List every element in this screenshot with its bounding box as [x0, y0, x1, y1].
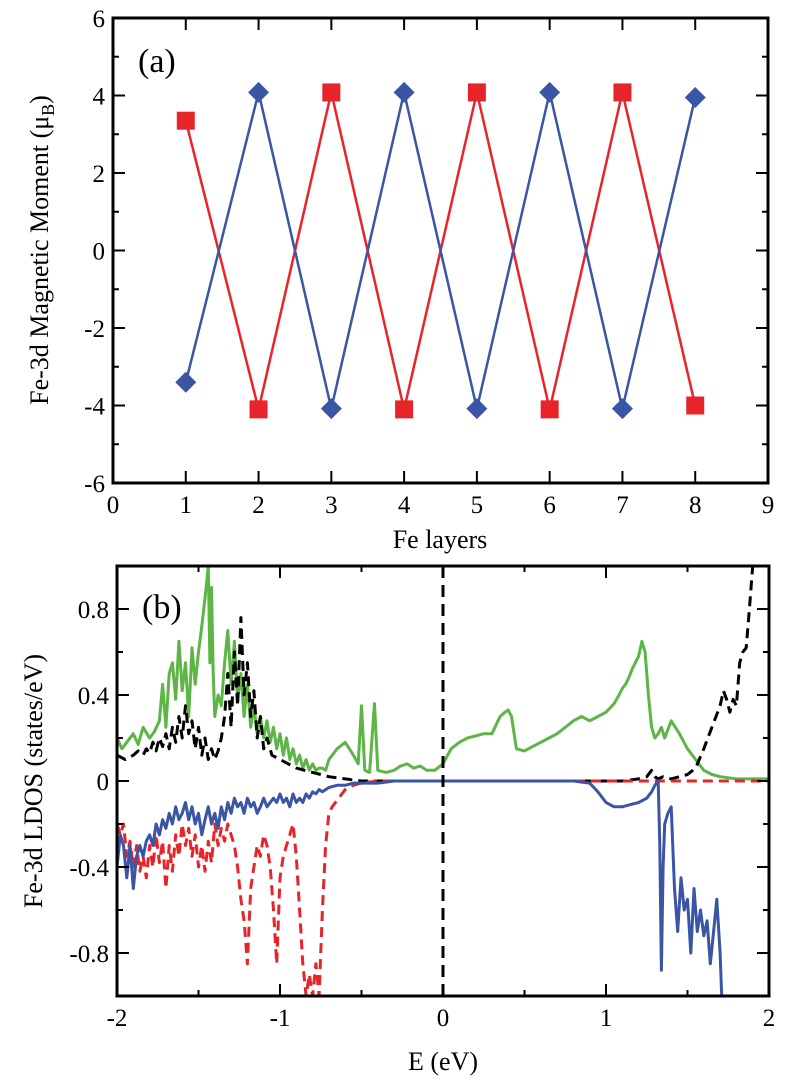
panel-a-y-axis-title-close: ): [25, 95, 54, 104]
panel-b-series: [117, 566, 769, 996]
panel-a-x-tick-label: 6: [543, 492, 556, 519]
panel-b-series-1-line: [117, 566, 755, 783]
panel-a-y-tick-label: 4: [93, 84, 106, 111]
panel-a: 0 1 2 3 4 5 6 7 8 9 -6 -4 -2 0 2 4 6 (a) Fe layers Fe-3d…: [25, 6, 774, 554]
panel-a-series-1-point: [393, 81, 415, 103]
panel-a-series-1-point: [611, 398, 633, 420]
panel-b-y-axis-title: Fe-3d LDOS (states/eV): [19, 654, 48, 908]
panel-b: -2 -1 0 1 2 -0.8 -0.4 0 0.4 0.8 (b) E (eV) Fe-3d …: [19, 564, 776, 1076]
panel-a-x-tick-label: 1: [180, 492, 193, 519]
panel-a-y-axis-title-subscript: B: [38, 104, 58, 116]
panel-b-x-tick-label: 0: [437, 1005, 450, 1032]
panel-a-y-tick-label: -4: [84, 394, 105, 421]
panel-a-label: (a): [138, 43, 176, 80]
panel-a-y-tick-label: 6: [93, 6, 106, 33]
panel-a-series-1-point: [466, 398, 488, 420]
panel-b-y-tick-label: 0.4: [78, 683, 110, 710]
panel-a-series-0-point: [686, 396, 705, 415]
panel-a-y-tick-label: 2: [93, 161, 106, 188]
panel-b-y-tick-label: 0.8: [78, 597, 109, 624]
panel-a-series-0-point: [395, 400, 414, 419]
panel-a-y-axis-title-main: Fe-3d Magnetic Moment (μ: [25, 116, 54, 405]
panel-a-x-tick-label: 9: [762, 492, 775, 519]
panel-a-series-0-point: [322, 83, 341, 102]
panel-a-x-tick-label: 8: [689, 492, 702, 519]
panel-a-series: [175, 81, 706, 420]
panel-a-x-axis-title: Fe layers: [393, 525, 488, 554]
panel-b-ticks: -2 -1 0 1 2 -0.8 -0.4 0 0.4 0.8: [69, 565, 776, 1032]
panel-a-y-axis-title: Fe-3d Magnetic Moment (μB): [25, 95, 58, 405]
panel-a-x-tick-label: 4: [398, 492, 411, 519]
panel-a-series-1-point: [539, 81, 561, 103]
panel-a-x-tick-label: 7: [616, 492, 629, 519]
panel-a-ticks: 0 1 2 3 4 5 6 7 8 9 -6 -4 -2 0 2 4 6: [84, 6, 774, 519]
panel-a-x-tick-label: 3: [325, 492, 338, 519]
panel-a-series-1-point: [684, 86, 706, 108]
panel-a-x-tick-label: 5: [471, 492, 484, 519]
panel-a-y-tick-label: 0: [93, 239, 106, 266]
panel-a-x-tick-label: 2: [252, 492, 265, 519]
panel-b-y-tick-label: 0: [97, 769, 110, 796]
panel-b-y-tick-label: -0.8: [69, 941, 109, 968]
panel-a-y-tick-label: -2: [84, 316, 105, 343]
panel-a-series-0-point: [467, 83, 486, 102]
panel-b-y-tick-label: -0.4: [69, 855, 109, 882]
panel-b-series-2-line: [117, 779, 769, 996]
panel-b-x-tick-label: 1: [600, 1005, 613, 1032]
panel-b-x-tick-label: 2: [763, 1005, 776, 1032]
panel-b-series-0-line: [117, 566, 769, 781]
panel-a-series-1-line: [184, 91, 697, 410]
panel-b-series-3-line: [117, 779, 724, 996]
panel-a-series-0-point: [176, 111, 195, 130]
panel-b-x-tick-label: -1: [270, 1005, 291, 1032]
panel-a-series-1-point: [175, 371, 197, 393]
panel-a-x-tick-label: 0: [107, 492, 120, 519]
panel-a-series-0-point: [613, 83, 632, 102]
panel-b-x-axis-title: E (eV): [408, 1047, 478, 1076]
panel-a-series-0-point: [540, 400, 559, 419]
panel-a-series-1-point: [248, 81, 270, 103]
panel-b-x-tick-label: -2: [107, 1005, 128, 1032]
panel-a-series-0-point: [249, 400, 268, 419]
panel-a-series-1-point: [320, 398, 342, 420]
panel-b-label: (b): [142, 589, 182, 626]
panel-a-y-tick-label: -6: [84, 471, 105, 498]
